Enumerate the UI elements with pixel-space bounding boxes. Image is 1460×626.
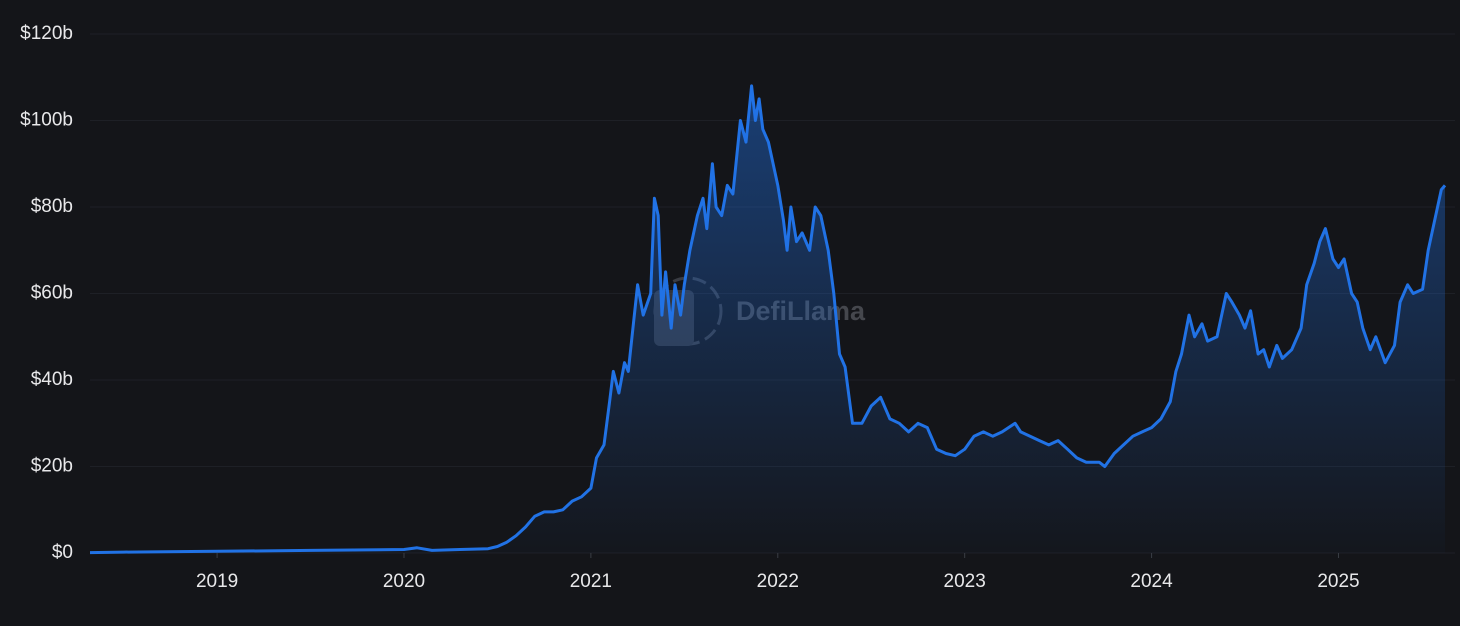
x-tick-label: 2023: [944, 571, 986, 592]
x-tick-label: 2020: [383, 571, 425, 592]
y-tick-label: $20b: [31, 456, 73, 477]
y-tick-label: $120b: [20, 23, 73, 44]
y-tick-label: $60b: [31, 283, 73, 304]
x-tick-label: 2021: [570, 571, 612, 592]
y-tick-label: $80b: [31, 196, 73, 217]
y-tick-label: $0: [52, 542, 73, 563]
x-tick-label: 2022: [757, 571, 799, 592]
x-tick-label: 2025: [1317, 571, 1359, 592]
area: [90, 85, 1445, 554]
y-tick-label: $40b: [31, 369, 73, 390]
x-tick-label: 2019: [196, 571, 238, 592]
y-tick-label: $100b: [20, 110, 73, 131]
x-tick-label: 2024: [1130, 571, 1173, 592]
line: [89, 84, 1447, 555]
